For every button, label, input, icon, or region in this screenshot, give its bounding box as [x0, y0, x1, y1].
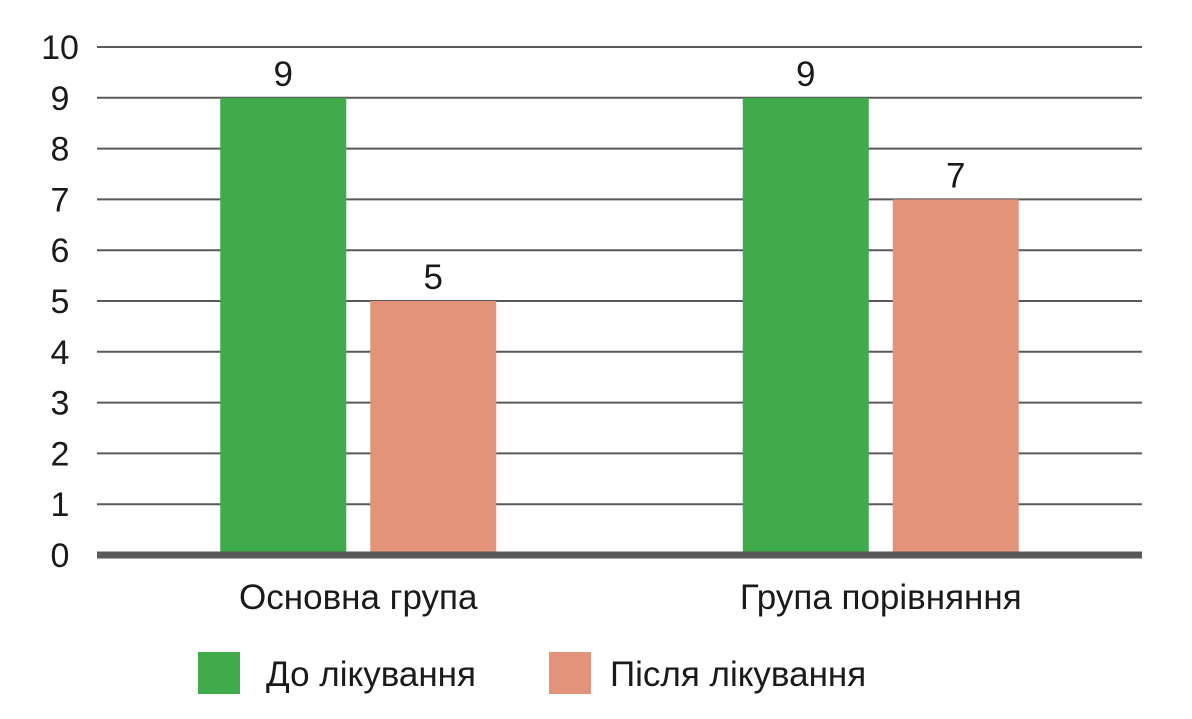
data-label: 9 [274, 55, 293, 94]
y-tick-label: 2 [51, 435, 70, 473]
y-tick-label: 9 [51, 80, 70, 118]
y-tick-label: 8 [51, 131, 70, 169]
data-label: 5 [424, 258, 443, 297]
bar-before-1 [742, 97, 869, 556]
legend-swatch [198, 652, 240, 694]
y-tick-label: 10 [41, 29, 79, 67]
data-label: 7 [946, 156, 965, 195]
legend-swatch [549, 652, 591, 694]
legend-label: До лікування [266, 655, 476, 694]
category-label: Група порівняння [740, 578, 1022, 617]
y-tick-label: 5 [51, 283, 70, 321]
bar-before-0 [220, 97, 347, 556]
y-tick-label: 0 [51, 537, 70, 575]
y-tick-label: 3 [51, 385, 70, 423]
legend: До лікування Після лікування [198, 652, 866, 694]
x-axis-category-labels: Основна група Група порівняння [239, 578, 1022, 617]
bar-after-1 [892, 199, 1019, 555]
y-tick-label: 7 [51, 181, 70, 219]
bar-after-0 [370, 301, 497, 555]
y-tick-label: 1 [51, 486, 70, 524]
y-tick-label: 6 [51, 232, 70, 270]
data-label: 9 [796, 55, 815, 94]
y-axis-tick-labels: 0 1 2 3 4 5 6 7 8 9 10 [41, 29, 79, 575]
y-tick-label: 4 [51, 334, 70, 372]
category-label: Основна група [239, 578, 478, 617]
legend-label: Після лікування [610, 655, 866, 694]
bars: 9 5 9 7 [220, 55, 1019, 556]
